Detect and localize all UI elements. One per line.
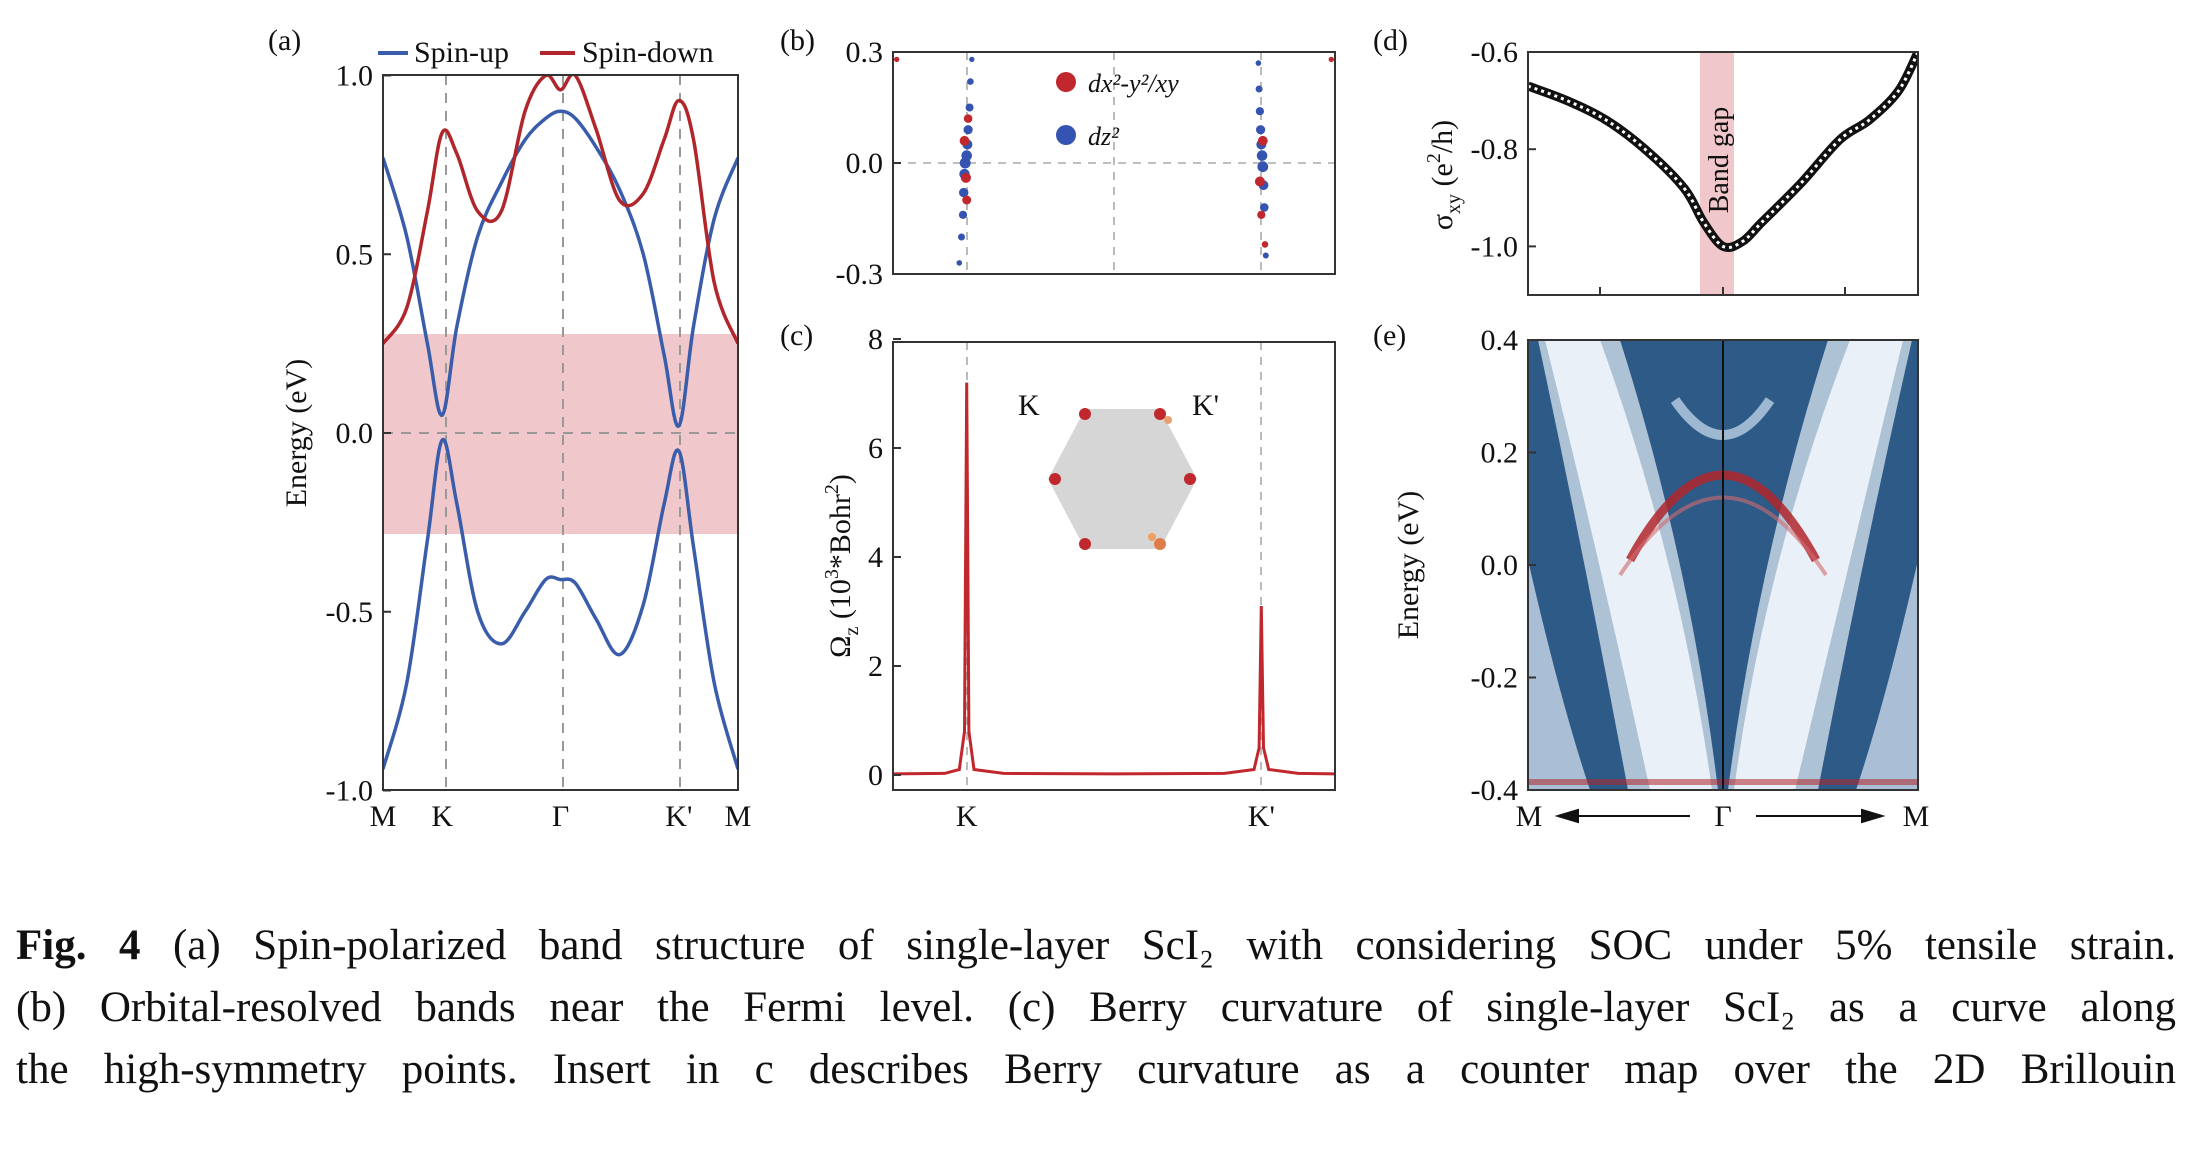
a-xtick-label: K <box>431 800 453 833</box>
inset-label-kprime: K' <box>1192 389 1219 422</box>
a-ytick-label: -0.5 <box>326 596 374 629</box>
panel-d-label: (d) <box>1373 24 1408 57</box>
legend-spin-down: Spin-down <box>582 36 714 69</box>
orbital-point <box>1254 176 1265 187</box>
legend-dxy: dx²-y²/xy <box>1088 69 1179 98</box>
a-ytick-label: -1.0 <box>326 775 374 808</box>
e-ytick-label: 0.0 <box>1481 549 1519 582</box>
legend-dz2: dz² <box>1088 122 1120 151</box>
band-spin-up-1 <box>383 438 738 770</box>
a-ytick-label: 0.5 <box>336 238 374 271</box>
orbital-point <box>1257 161 1269 173</box>
c-ytick-label: 6 <box>868 432 883 465</box>
b-ytick-label: -0.3 <box>836 258 884 291</box>
figure-4: (a) 1.0 0.5 0.0 -0.5 -1.0 M K Γ K' M Energy (eV)… <box>268 24 1929 833</box>
panel-a: (a) 1.0 0.5 0.0 -0.5 -1.0 M K Γ K' M Energy (eV)… <box>268 24 751 833</box>
c-ytick-label: 2 <box>868 650 883 683</box>
orbital-point <box>959 135 970 146</box>
a-xtick-label: Γ <box>552 800 569 833</box>
orbital-point <box>969 56 975 63</box>
panel-c-ylabel: Ωz (103*Bohr2) <box>821 474 863 658</box>
orbital-point <box>1256 125 1266 135</box>
d-ytick-label: -1.0 <box>1471 230 1519 263</box>
orbital-point <box>961 150 972 161</box>
e-ytick-label: -0.4 <box>1471 774 1519 807</box>
e-xtick-m-right: M <box>1903 800 1930 833</box>
a-xtick-label: K' <box>665 800 692 833</box>
orbital-point <box>1257 210 1266 219</box>
caption-fig-label: Fig. 4 <box>16 922 141 969</box>
caption-line-1: Fig. 4 (a) Spin-polarized band structure… <box>16 922 2176 969</box>
orbital-point <box>1328 56 1335 63</box>
d-ytick-label: -0.6 <box>1471 36 1519 69</box>
panel-c: (c) 8 6 4 2 0 K K' Ωz (103*Bohr2) K K' <box>780 319 1336 833</box>
a-xtick-label: M <box>370 800 397 833</box>
band-gap-annotation: Band gap <box>1704 107 1735 214</box>
panel-d: (d) Band gap -0.6 -0.8 -1.0 σxy (e2/h) <box>1373 24 1919 296</box>
orbital-point <box>1255 60 1262 66</box>
e-xtick-gamma: Γ <box>1714 800 1731 833</box>
berry-curvature-curve <box>893 382 1335 776</box>
figure-caption: Fig. 4 (a) Spin-polarized band structure… <box>16 915 2176 1101</box>
orbital-point <box>1260 203 1269 212</box>
e-arrows <box>1554 808 1886 824</box>
panel-c-label: (c) <box>780 319 813 352</box>
panel-b-label: (b) <box>780 24 815 57</box>
panel-a-ylabel: Energy (eV) <box>280 359 313 508</box>
panel-a-label: (a) <box>268 24 301 57</box>
inset-label-k: K <box>1018 389 1040 422</box>
orbital-point <box>963 125 973 135</box>
c-ytick-label: 4 <box>868 541 883 574</box>
panel-e-ylabel: Energy (eV) <box>1392 491 1425 640</box>
orbital-point <box>967 78 974 85</box>
band-spin-down-2 <box>383 75 738 345</box>
sigma-xy-curve <box>1528 52 1918 253</box>
orbital-point <box>1255 107 1264 116</box>
orbital-point <box>962 195 972 205</box>
panel-d-ylabel: σxy (e2/h) <box>1423 120 1465 230</box>
a-ytick-label: 1.0 <box>336 60 374 93</box>
orbital-point <box>965 103 974 112</box>
panel-d-xminor <box>1599 287 1846 295</box>
caption-line-2: (b) Orbital-resolved bands near the Ferm… <box>16 984 2176 1031</box>
a-xtick-label: M <box>725 800 752 833</box>
orbital-point <box>958 233 965 241</box>
orbital-point <box>1255 85 1263 93</box>
legend-spin-up: Spin-up <box>414 36 509 69</box>
d-ytick-label: -0.8 <box>1471 133 1519 166</box>
orbital-point <box>960 172 972 183</box>
orbital-point <box>958 210 968 219</box>
caption-line-3: the high-symmetry points. Insert in c de… <box>16 1046 2176 1093</box>
c-ytick-label: 8 <box>868 323 883 356</box>
e-ytick-label: 0.4 <box>1481 324 1519 357</box>
b-ytick-label: 0.3 <box>846 36 884 69</box>
b-ytick-label: 0.0 <box>846 147 884 180</box>
orbital-point <box>894 56 900 63</box>
orbital-point <box>1261 241 1269 248</box>
orbital-point <box>1262 252 1269 259</box>
orbital-point <box>956 260 963 266</box>
c-xtick-label: K <box>956 800 978 833</box>
panel-c-frame <box>892 341 1336 791</box>
orbital-point <box>963 114 973 123</box>
panel-b-legend: dx²-y²/xy dz² <box>1056 69 1179 151</box>
a-ytick-label: 0.0 <box>336 417 374 450</box>
e-ytick-label: -0.2 <box>1471 662 1519 695</box>
band-spin-up-0 <box>383 109 738 428</box>
brillouin-zone-inset: K K' <box>1018 389 1219 550</box>
orbital-point <box>1257 135 1268 146</box>
orbital-point <box>959 187 969 198</box>
panel-a-legend: Spin-up Spin-down <box>378 36 714 69</box>
band-gap-region <box>1700 52 1734 295</box>
panel-e-label: (e) <box>1373 319 1406 352</box>
band-gap-shade <box>383 334 738 534</box>
c-ytick-label: 0 <box>868 759 883 792</box>
c-xtick-label: K' <box>1248 800 1275 833</box>
panel-e: (e) 0.4 0.2 0.0 -0.2 -0.4 Energy (eV) M Γ M <box>1373 319 1929 833</box>
e-ytick-label: 0.2 <box>1481 437 1519 470</box>
panel-b: (b) 0.3 0.0 -0.3 dx²-y²/xy dz² <box>780 24 1336 291</box>
e-xtick-m-left: M <box>1516 800 1543 833</box>
panel-a-grid <box>383 75 738 790</box>
orbital-point <box>1256 150 1268 161</box>
